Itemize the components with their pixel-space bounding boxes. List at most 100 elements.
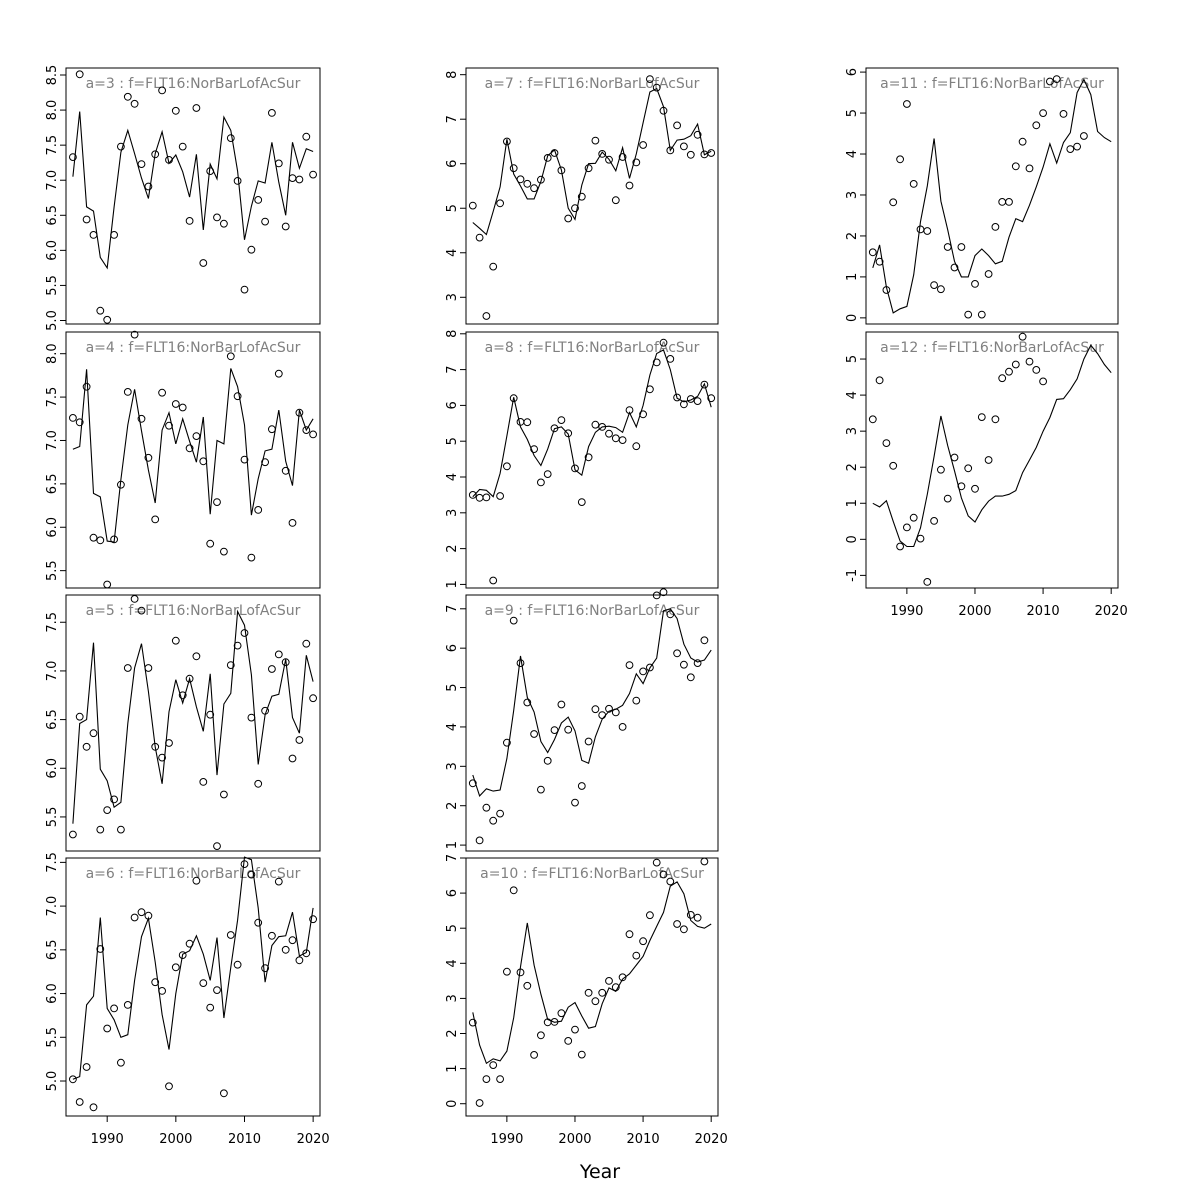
observed-point [75, 1098, 84, 1106]
panel-a6: a=6 : f=FLT16:NorBarLofAcSur 5.0 5.5 6.0 6.5… [45, 852, 330, 1147]
observed-point [247, 870, 256, 879]
observed-point [274, 369, 283, 378]
observed-point [254, 918, 263, 927]
observed-point [991, 415, 1000, 424]
observed-point [605, 704, 613, 713]
observed-point [875, 257, 884, 266]
observed-point [625, 406, 634, 415]
observed-point [646, 385, 654, 394]
observed-point [489, 1061, 498, 1069]
panel-a7: a=7 : f=FLT16:NorBarLofAcSur 3 4 5 6 7 8 [445, 67, 719, 325]
panel-a11: a=11 : f=FLT16:NorBarLofAcSur 0 1 2 3 4 5 6 [845, 67, 1119, 325]
y-tick-label: 0 [445, 1100, 460, 1108]
observed-point [584, 453, 593, 462]
observed-point [96, 306, 105, 315]
observed-point [673, 649, 681, 658]
observed-point [475, 233, 484, 242]
y-tick-label: 6.0 [45, 517, 60, 538]
observed-point [591, 705, 600, 714]
observed-point [274, 877, 283, 886]
y-tick-label: 5 [445, 204, 460, 212]
fitted-line [872, 78, 1112, 314]
observed-point [530, 1051, 538, 1059]
observed-point [110, 231, 118, 239]
y-tick-label: 1 [445, 580, 460, 588]
observed-point [557, 416, 566, 425]
observed-point [700, 636, 709, 645]
observed-point [577, 192, 586, 201]
observed-point [618, 973, 627, 982]
observed-point [247, 713, 256, 722]
observed-point [103, 1024, 112, 1033]
observed-point [482, 493, 491, 502]
observed-point [680, 400, 688, 409]
observed-point [646, 75, 654, 83]
observed-point [991, 223, 1000, 231]
observed-point [584, 164, 593, 173]
observed-point [937, 285, 945, 294]
x-tick-label: 2020 [297, 1132, 330, 1147]
panel-title: a=5 : f=FLT16:NorBarLofAcSur [86, 603, 301, 619]
observed-point [226, 352, 235, 361]
y-tick-label: 6.0 [45, 758, 60, 779]
observed-point [309, 430, 318, 439]
observed-point [686, 395, 695, 403]
observed-point [680, 142, 688, 151]
y-tick-label: 7 [445, 605, 460, 613]
observed-point [496, 809, 505, 818]
observed-point [1011, 162, 1020, 171]
observed-point [1018, 137, 1027, 146]
observed-point [509, 394, 518, 403]
y-tick-label: 7.0 [45, 170, 60, 191]
y-tick-label: 3 [445, 762, 460, 770]
y-tick-label: 8.0 [45, 100, 60, 121]
observed-point [213, 986, 221, 994]
y-tick-label: 2 [845, 232, 860, 240]
observed-point [1046, 77, 1054, 86]
observed-point [69, 414, 77, 422]
observed-point [82, 215, 91, 224]
observed-point [618, 153, 627, 161]
observed-point [550, 149, 559, 157]
observed-point [516, 659, 525, 667]
x-axis-label: Year [579, 1161, 620, 1183]
observed-point [618, 723, 627, 731]
observed-point [302, 639, 311, 648]
observed-point [151, 978, 160, 987]
fitted-line [472, 881, 712, 1065]
observed-point [923, 578, 932, 586]
x-tick-label: 2020 [1095, 604, 1128, 619]
observed-point [700, 380, 709, 389]
observed-point [281, 945, 290, 954]
observed-point [543, 470, 552, 479]
y-tick-label: 3 [445, 293, 460, 301]
fitted-line [72, 368, 314, 543]
y-tick-label: 4 [845, 150, 860, 158]
observed-point [185, 939, 194, 948]
observed-point [889, 198, 898, 207]
observed-point [584, 737, 593, 746]
observed-point [468, 201, 477, 210]
observed-point [165, 421, 173, 430]
plot-frame [465, 594, 719, 852]
observed-point [639, 410, 647, 419]
observed-point [693, 130, 702, 139]
plot-frame [65, 331, 321, 589]
observed-point [964, 310, 973, 319]
observed-point [158, 987, 167, 995]
observed-point [557, 1009, 566, 1018]
observed-point [523, 179, 532, 188]
y-tick-label: 7.0 [45, 661, 60, 682]
observed-point [659, 106, 668, 115]
observed-point [591, 997, 600, 1006]
observed-point [700, 857, 709, 866]
observed-point [178, 951, 187, 959]
observed-point [509, 616, 518, 625]
observed-point [516, 968, 525, 977]
x-tick-label: 2020 [695, 1132, 728, 1147]
observed-point [509, 886, 518, 895]
y-tick-label: 4 [445, 249, 460, 257]
observed-point [123, 92, 132, 101]
observed-point [937, 465, 945, 474]
